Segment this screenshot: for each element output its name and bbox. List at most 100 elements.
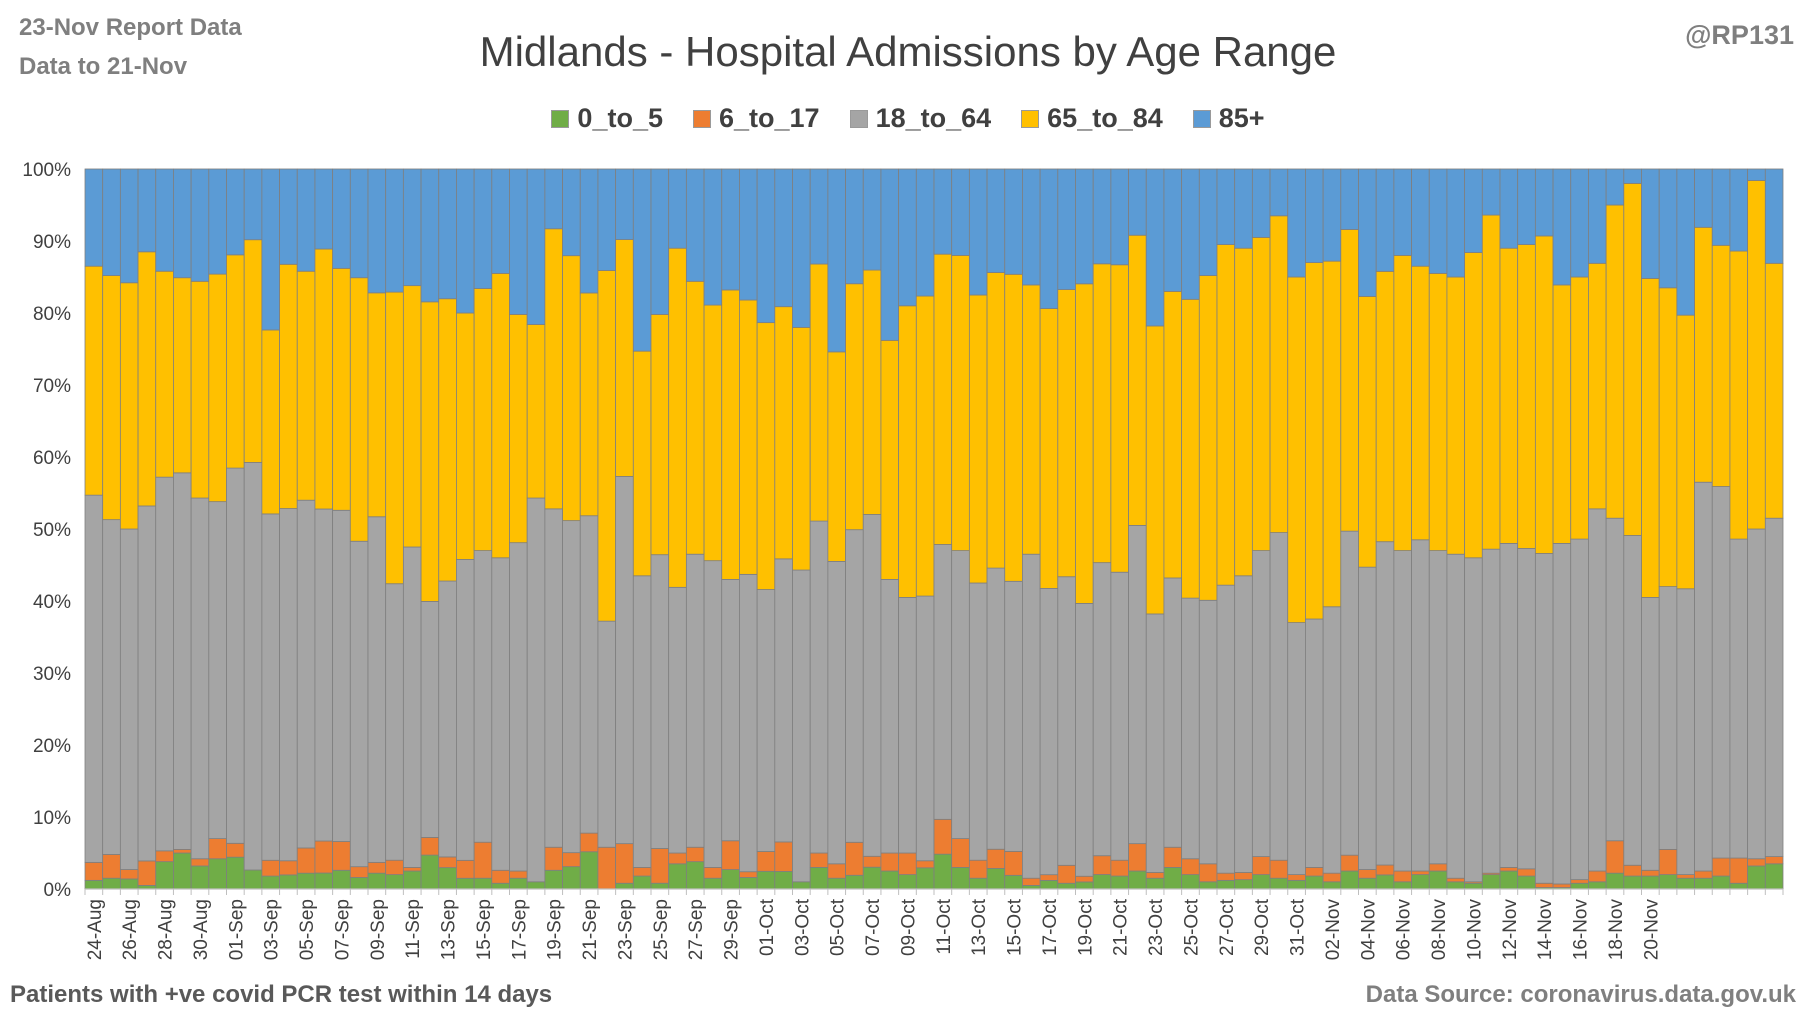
bar-segment-18-to-64 [1234, 575, 1253, 873]
bar-segment-85-plus [1694, 168, 1713, 228]
y-tick-label: 0% [44, 880, 72, 901]
bar-segment-18-to-64 [438, 580, 457, 858]
bar-segment-0-to-5 [1110, 875, 1129, 890]
bar-segment-6-to-17 [579, 832, 599, 853]
y-tick-label: 70% [33, 376, 71, 397]
bar-segment-6-to-17 [1552, 883, 1572, 888]
bar-segment-0-to-5 [933, 853, 953, 890]
bar-segment-6-to-17 [1694, 870, 1713, 879]
bar-segment-6-to-17 [1641, 869, 1660, 877]
bar-segment-85-plus [1393, 168, 1412, 256]
bar-segment-65-to-84 [1570, 276, 1589, 540]
bar-segment-0-to-5 [402, 870, 422, 890]
bar-segment-6-to-17 [473, 841, 493, 879]
bar-segment-85-plus [526, 168, 546, 325]
bar-segment-85-plus [544, 168, 563, 230]
x-tick-label: 21-Sep [580, 899, 601, 960]
y-tick-label: 90% [33, 232, 71, 253]
bar-segment-18-to-64 [420, 601, 440, 838]
legend-label-0-to-5: 0_to_5 [577, 103, 663, 133]
bar-segment-6-to-17 [862, 855, 882, 868]
bar-segment-65-to-84 [933, 253, 953, 545]
bar-segment-65-to-84 [898, 305, 917, 598]
bar-segment-0-to-5 [473, 877, 493, 890]
bar-segment-65-to-84 [756, 322, 776, 590]
bar-segment-65-to-84 [1287, 276, 1306, 624]
bar-segment-0-to-5 [1729, 882, 1749, 890]
x-tick-label: 19-Oct [1075, 898, 1096, 956]
bar-segment-6-to-17 [1588, 870, 1607, 883]
bar-segment-0-to-5 [809, 867, 829, 890]
bar-segment-65-to-84 [1711, 244, 1731, 487]
bar-segment-0-to-5 [1057, 882, 1076, 890]
legend-label-85-plus: 85+ [1218, 103, 1265, 133]
bar-segment-65-to-84 [1658, 287, 1678, 587]
bar-segment-18-to-64 [668, 586, 687, 854]
bar-segment-0-to-5 [1375, 874, 1395, 890]
bar-segment-0-to-5 [632, 875, 652, 890]
bar-segment-0-to-5 [1711, 875, 1731, 890]
bar-segment-65-to-84 [1517, 244, 1536, 549]
bar-segment-65-to-84 [1729, 250, 1749, 540]
bar-segment-6-to-17 [1128, 843, 1147, 872]
bar-segment-6-to-17 [1517, 868, 1536, 877]
bar-segment-6-to-17 [190, 858, 210, 867]
bar-segment-0-to-5 [650, 882, 670, 890]
bar-segment-65-to-84 [1411, 265, 1430, 541]
bar-segment-0-to-5 [1198, 881, 1218, 890]
bar-segment-18-to-64 [1039, 588, 1059, 876]
x-tick-label: 11-Oct [934, 898, 955, 954]
bar-segment-0-to-5 [1623, 875, 1642, 890]
bar-segment-65-to-84 [1004, 273, 1023, 582]
bar-segment-6-to-17 [1393, 870, 1412, 883]
x-tick-label: 15-Sep [474, 899, 495, 960]
y-tick-label: 40% [33, 592, 71, 613]
bar-segment-18-to-64 [190, 497, 210, 860]
bar-segment-6-to-17 [1163, 846, 1183, 868]
bar-segment-65-to-84 [845, 283, 864, 531]
bar-segment-65-to-84 [1039, 308, 1059, 589]
bar-segment-85-plus [1605, 168, 1625, 206]
bar-segment-18-to-64 [1269, 532, 1289, 861]
bar-segment-18-to-64 [491, 557, 510, 871]
bar-segment-85-plus [597, 168, 617, 271]
bar-segment-85-plus [1198, 168, 1218, 276]
bar-segment-85-plus [1092, 168, 1112, 265]
bar-segment-85-plus [1411, 168, 1430, 267]
x-tick-label: 19-Sep [545, 899, 566, 960]
bar-segment-85-plus [1446, 168, 1466, 278]
bar-segment-6-to-17 [420, 837, 440, 856]
bar-segment-6-to-17 [261, 859, 280, 877]
bar-segment-85-plus [1039, 168, 1059, 309]
bar-segment-0-to-5 [1128, 870, 1147, 890]
bar-segment-6-to-17 [1623, 864, 1642, 877]
bar-segment-18-to-64 [208, 501, 227, 840]
bar-segment-18-to-64 [155, 476, 174, 852]
bar-segment-6-to-17 [685, 846, 705, 863]
bar-segment-6-to-17 [986, 848, 1006, 869]
x-tick-label: 05-Sep [297, 899, 318, 960]
bar-segment-65-to-84 [261, 329, 280, 515]
bar-segment-65-to-84 [1075, 283, 1094, 604]
bar-segment-85-plus [226, 168, 245, 256]
bar-segment-18-to-64 [862, 514, 882, 857]
bar-segment-6-to-17 [1764, 856, 1784, 865]
bar-segment-18-to-64 [1092, 562, 1112, 857]
bar-segment-18-to-64 [1163, 577, 1183, 848]
bar-segment-18-to-64 [1251, 550, 1271, 857]
bar-segment-85-plus [632, 168, 652, 352]
bar-segment-0-to-5 [173, 852, 192, 890]
bar-segment-6-to-17 [296, 847, 316, 874]
bar-segment-18-to-64 [1216, 584, 1236, 874]
bar-segment-65-to-84 [1198, 275, 1218, 601]
bar-segment-6-to-17 [933, 818, 953, 855]
bar-segment-65-to-84 [739, 299, 758, 575]
bar-segment-18-to-64 [102, 519, 121, 855]
bar-segment-18-to-64 [845, 529, 864, 843]
bar-segment-65-to-84 [226, 254, 245, 469]
bar-segment-6-to-17 [226, 842, 245, 858]
bar-segment-0-to-5 [562, 866, 581, 890]
bar-segment-65-to-84 [420, 301, 440, 602]
bar-segment-0-to-5 [1340, 870, 1359, 890]
bar-segment-6-to-17 [279, 860, 298, 876]
